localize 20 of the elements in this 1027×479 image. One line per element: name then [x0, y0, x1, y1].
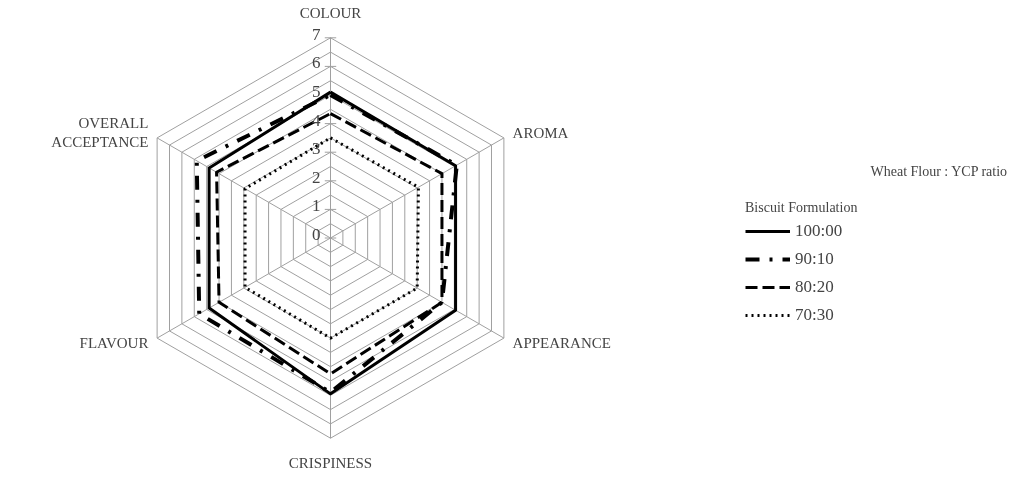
- y-tick-label: 3: [311, 139, 321, 159]
- spoke-label: AROMA: [512, 124, 569, 141]
- y-tick-label: 0: [311, 225, 321, 245]
- y-tick-label: 4: [311, 110, 321, 130]
- legend-title: Biscuit Formulation: [745, 200, 858, 216]
- spoke-label: CRISPINESS: [288, 455, 373, 472]
- text: Wheat Flour : YCP ratio: [870, 163, 1008, 179]
- y-tick-label: 5: [311, 82, 321, 102]
- legend-label: 100:00: [795, 221, 843, 241]
- spoke-label: COLOUR: [299, 4, 362, 21]
- y-tick-label: 2: [311, 167, 321, 187]
- legend-label: 90:10: [795, 249, 834, 269]
- spoke-label: FLAVOUR: [79, 335, 149, 352]
- legend-label: 80:20: [795, 277, 834, 297]
- y-tick-label: 7: [311, 24, 321, 44]
- spoke-label: OVERALL ACCEPTANCE: [51, 115, 149, 151]
- y-tick-label: 6: [311, 53, 321, 73]
- spoke-label: APPEARANCE: [512, 335, 611, 352]
- legend-label: 70:30: [795, 305, 834, 325]
- y-tick-label: 1: [311, 196, 321, 216]
